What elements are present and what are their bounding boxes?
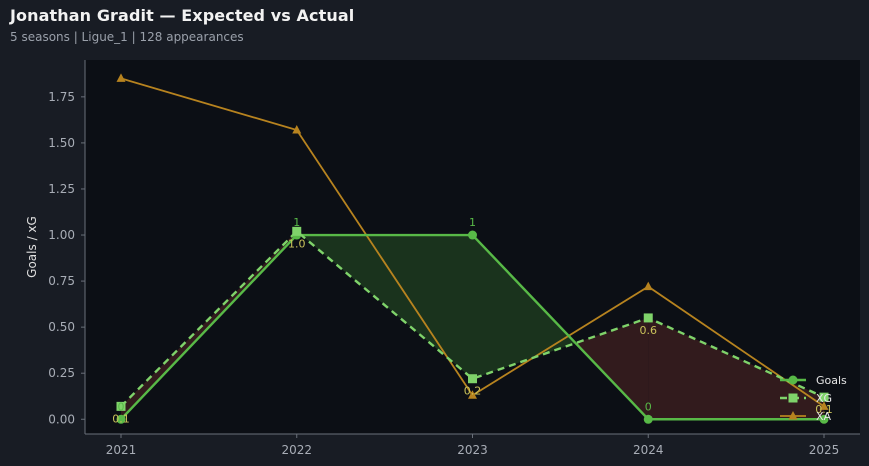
overperformance-area	[472, 235, 576, 379]
y-tick-label: 0.25	[48, 366, 75, 380]
y-tick-label: 0.50	[48, 320, 75, 334]
goals-point	[468, 230, 477, 240]
goals-data-label: 1	[293, 216, 300, 229]
legend-goals-marker	[788, 375, 798, 385]
xg-point	[468, 374, 477, 384]
xa-point	[468, 390, 477, 399]
chart-subtitle: 5 seasons | Ligue_1 | 128 appearances	[10, 30, 244, 44]
legend-label: Goals	[816, 374, 847, 387]
y-axis-label: Goals / xG	[25, 216, 39, 278]
xg-point	[292, 226, 302, 236]
y-tick-label: 0.00	[48, 412, 75, 426]
goals-point	[819, 414, 829, 424]
y-tick-label: 1.00	[48, 228, 75, 242]
goals-data-label: 1	[469, 216, 476, 229]
y-tick-label: 1.50	[48, 136, 75, 150]
xg-point	[819, 392, 829, 402]
y-tick-label: 0.75	[48, 274, 75, 288]
x-tick-label: 2024	[633, 443, 664, 457]
goals-data-label: 0	[118, 400, 125, 413]
x-tick-label: 2025	[809, 443, 840, 457]
goals-point	[643, 414, 653, 424]
y-tick-label: 1.25	[48, 182, 75, 196]
legend-label: XA	[816, 410, 832, 423]
xg-data-label: 1.0	[288, 237, 306, 250]
goals-data-label: 0	[645, 400, 652, 413]
goals-point	[116, 414, 126, 424]
xg-data-label: 0.1	[815, 403, 833, 416]
xg-point	[643, 313, 653, 323]
x-tick-label: 2021	[106, 443, 137, 457]
xa-point	[292, 125, 302, 134]
y-tick-label: 1.75	[48, 90, 75, 104]
underperformance-area	[575, 317, 649, 420]
chart-title: Jonathan Gradit — Expected vs Actual	[10, 6, 355, 25]
xg-point	[116, 401, 126, 411]
xg-data-label: 0.6	[640, 324, 658, 337]
xg-data-label: 0.1	[112, 412, 130, 425]
xa-point	[116, 73, 126, 82]
xa-point	[643, 281, 653, 291]
legend-label: XG	[816, 392, 832, 405]
xg-data-label: 0.2	[464, 385, 482, 398]
legend-xg-marker	[788, 393, 798, 403]
xa-point	[819, 401, 829, 410]
x-tick-label: 2023	[457, 443, 488, 457]
underperformance-area	[648, 317, 824, 420]
legend-xa-marker	[788, 411, 798, 420]
x-tick-label: 2022	[281, 443, 312, 457]
